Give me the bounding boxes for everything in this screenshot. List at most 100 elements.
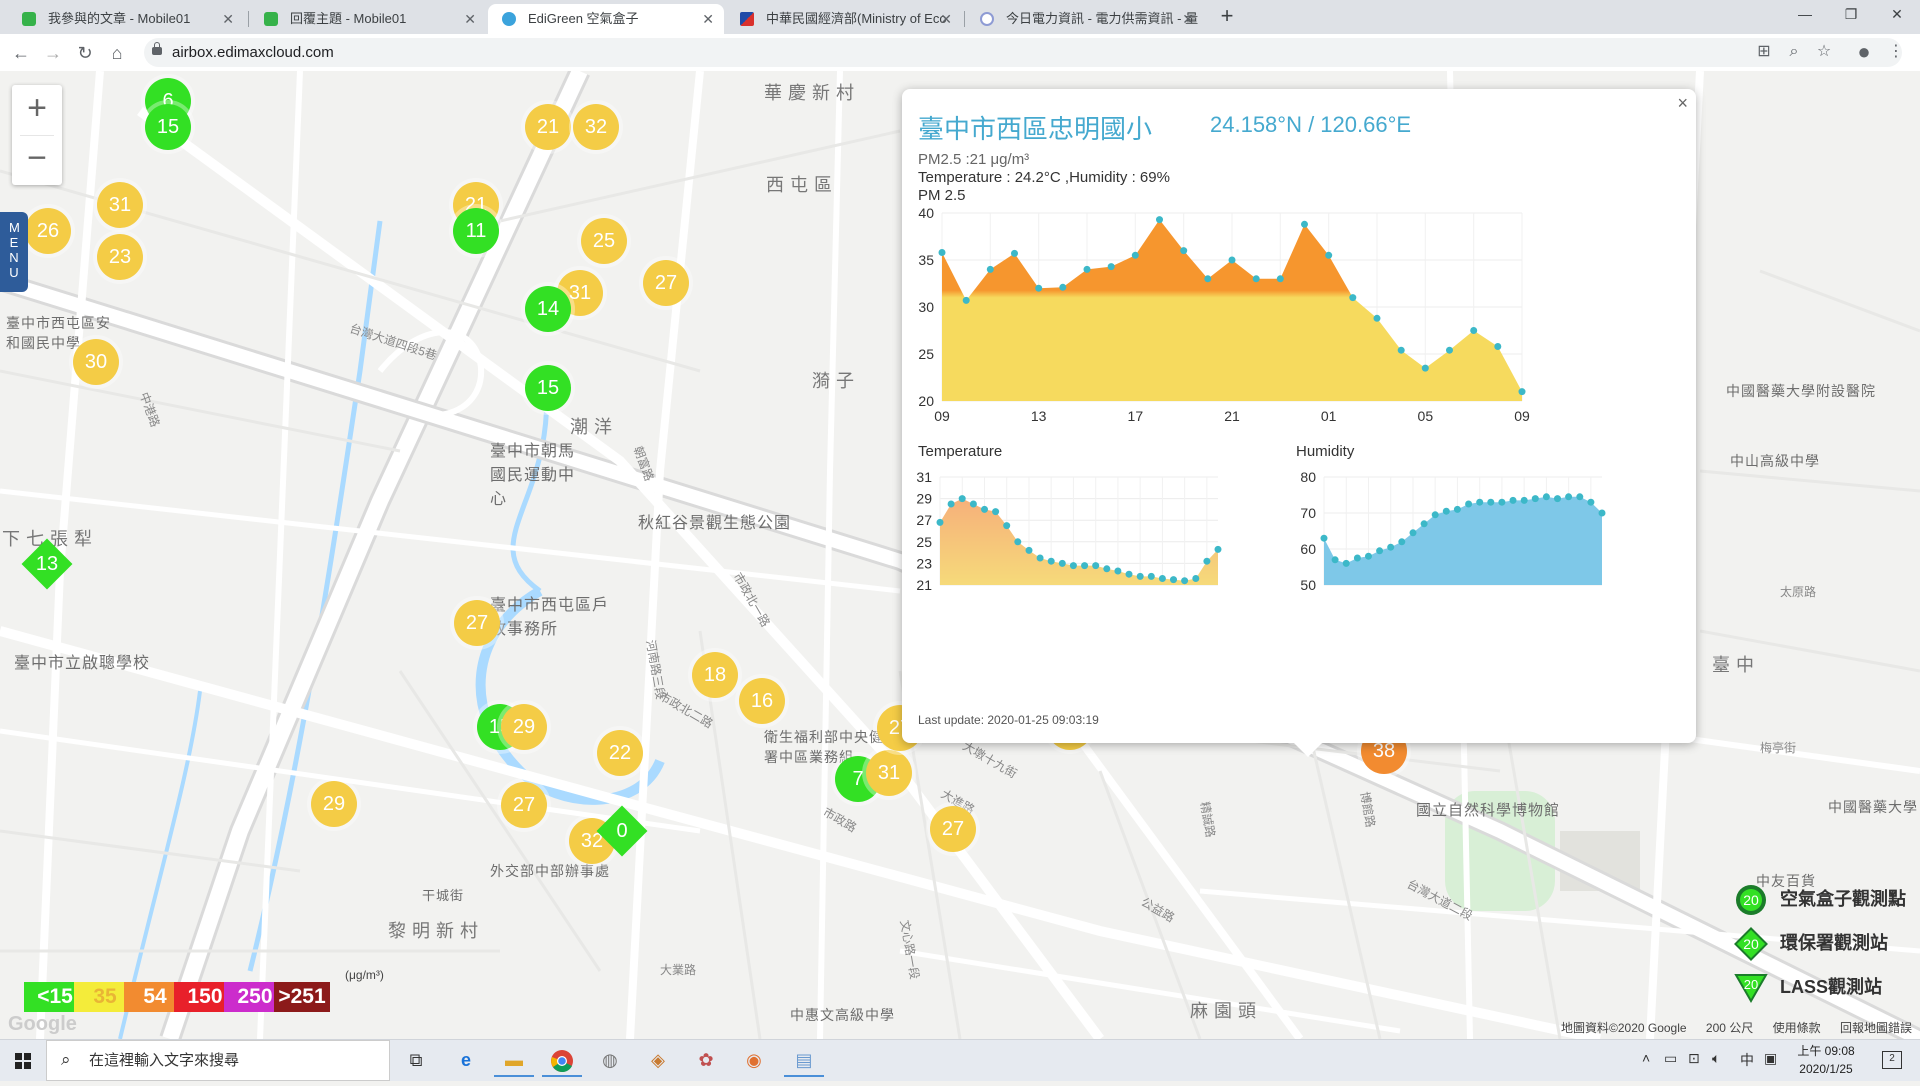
- app-icon[interactable]: ◍: [602, 1050, 618, 1070]
- bookmark-star-icon[interactable]: ☆: [1816, 43, 1832, 60]
- close-tab-icon[interactable]: ✕: [702, 11, 714, 27]
- app-icon[interactable]: ◈: [651, 1050, 665, 1070]
- keyboard-icon[interactable]: ▣: [1764, 1050, 1778, 1066]
- airbox-marker[interactable]: 14: [525, 286, 571, 332]
- home-button[interactable]: ⌂: [111, 43, 123, 63]
- airbox-marker[interactable]: 22: [597, 730, 643, 776]
- zoom-in-button[interactable]: +: [27, 89, 47, 127]
- place-label: 臺中市朝馬國民運動中心: [490, 443, 576, 508]
- close-tab-icon[interactable]: ✕: [222, 11, 234, 27]
- network-icon[interactable]: ⊡: [1688, 1050, 1700, 1066]
- airbox-marker[interactable]: 27: [454, 600, 500, 646]
- station-coordinates: 24.158°N / 120.66°E: [1210, 112, 1412, 137]
- edge-icon[interactable]: e: [460, 1050, 471, 1070]
- terms-link[interactable]: 使用條款: [1772, 1021, 1821, 1035]
- restore-button[interactable]: ❐: [1844, 6, 1858, 22]
- data-point: [1252, 275, 1260, 283]
- report-error-link[interactable]: 回報地圖錯誤: [1839, 1021, 1912, 1035]
- airbox-marker[interactable]: 27: [930, 806, 976, 852]
- airbox-marker[interactable]: 31: [97, 182, 143, 228]
- data-point: [962, 296, 970, 304]
- close-tab-icon[interactable]: ✕: [1182, 11, 1194, 27]
- task-view-icon[interactable]: ⧉: [409, 1050, 423, 1070]
- station-name: 臺中市西區忠明國小: [918, 114, 1153, 144]
- epa-station-marker[interactable]: 0: [596, 805, 648, 857]
- search-icon: ⌕: [61, 1050, 71, 1069]
- data-point: [1421, 364, 1429, 372]
- data-point: [1092, 562, 1100, 570]
- new-tab-button[interactable]: +: [1220, 3, 1234, 28]
- ime-indicator[interactable]: 中: [1740, 1052, 1754, 1068]
- airbox-marker[interactable]: 27: [643, 260, 689, 306]
- tab-title: 我參與的文章 - Mobile01: [48, 11, 191, 26]
- airbox-marker[interactable]: 30: [73, 339, 119, 385]
- taskbar-search-box[interactable]: ⌕ 在這裡輸入文字來搜尋: [46, 1040, 390, 1081]
- browser-menu-icon[interactable]: ⋮: [1888, 43, 1904, 60]
- app-icon[interactable]: ◉: [746, 1050, 762, 1070]
- close-popup-button[interactable]: ×: [1677, 93, 1688, 113]
- windows-taskbar: ⌕ 在這裡輸入文字來搜尋 ⧉ e ▬ ◍ ◈ ✿ ◉ ▤ ˄ ▭ ⊡ 🔈︎ 中 …: [0, 1039, 1920, 1081]
- data-point: [1204, 275, 1212, 283]
- airbox-marker[interactable]: 21: [525, 104, 571, 150]
- back-button[interactable]: ←: [12, 43, 30, 63]
- zoom-icon[interactable]: ⌕: [1789, 43, 1799, 60]
- zoom-out-button[interactable]: −: [27, 139, 47, 177]
- volume-icon[interactable]: 🔈︎: [1712, 1050, 1721, 1066]
- airbox-marker[interactable]: 27: [501, 782, 547, 828]
- battery-icon[interactable]: ▭: [1664, 1050, 1678, 1066]
- airbox-marker[interactable]: 15: [145, 104, 191, 150]
- map-scale[interactable]: 200 公尺: [1705, 1021, 1754, 1035]
- data-point: [1214, 545, 1222, 553]
- airbox-marker[interactable]: 29: [501, 704, 547, 750]
- data-point: [1446, 346, 1453, 354]
- data-point: [1320, 534, 1328, 542]
- close-tab-icon[interactable]: ✕: [464, 11, 476, 27]
- translate-icon[interactable]: ⊞: [1757, 43, 1771, 60]
- airbox-marker[interactable]: 11: [453, 208, 499, 254]
- start-button[interactable]: [0, 1040, 46, 1081]
- airbox-marker[interactable]: 29: [311, 781, 357, 827]
- place-label: 中惠文高級中學: [790, 1007, 895, 1023]
- data-point: [1397, 346, 1405, 354]
- airbox-marker[interactable]: 16: [739, 678, 785, 724]
- airbox-marker[interactable]: 15: [525, 365, 571, 411]
- notification-center-icon[interactable]: 2: [1882, 1048, 1902, 1069]
- forward-button[interactable]: →: [44, 43, 62, 63]
- data-point: [1442, 507, 1450, 515]
- minimize-button[interactable]: —: [1798, 6, 1812, 22]
- epa-station-marker[interactable]: 13: [21, 538, 73, 590]
- url-text[interactable]: airbox.edimaxcloud.com: [172, 44, 334, 61]
- reload-button[interactable]: ↻: [77, 43, 93, 63]
- airbox-marker[interactable]: 23: [97, 234, 143, 280]
- close-window-button[interactable]: ✕: [1891, 6, 1903, 22]
- taskbar-clock[interactable]: 上午 09:08 2020/1/25: [1788, 1042, 1864, 1078]
- browser-tab-active[interactable]: EdiGreen 空氣盒子 ✕: [488, 4, 724, 34]
- airbox-marker[interactable]: 18: [692, 652, 738, 698]
- tab-title: 回覆主題 - Mobile01: [290, 11, 407, 26]
- file-explorer-icon[interactable]: ▬: [494, 1044, 534, 1077]
- app-icon[interactable]: ▤: [784, 1044, 824, 1077]
- data-point: [1365, 552, 1372, 560]
- close-tab-icon[interactable]: ✕: [940, 11, 952, 27]
- show-hidden-icons-icon[interactable]: ˄: [1642, 1050, 1651, 1066]
- data-point: [986, 265, 994, 273]
- airbox-marker[interactable]: 32: [573, 104, 619, 150]
- search-placeholder: 在這裡輸入文字來搜尋: [89, 1052, 240, 1069]
- data-point: [1476, 498, 1484, 506]
- browser-tab[interactable]: 中華民國經濟部(Ministry of Eco ✕: [726, 4, 962, 34]
- legend-unit: (μg/m³): [345, 968, 384, 982]
- map-canvas[interactable]: 華慶新村 西屯區 潮洋 臺中市朝馬國民運動中心 秋紅谷景觀生態公園 臺中市西屯區…: [0, 71, 1920, 1039]
- menu-toggle-button[interactable]: MENU: [0, 212, 28, 292]
- airbox-marker[interactable]: 31: [866, 750, 912, 796]
- airbox-marker[interactable]: 26: [25, 208, 71, 254]
- chrome-icon[interactable]: [542, 1044, 582, 1077]
- data-point: [1470, 327, 1478, 334]
- place-label: 漪子: [812, 371, 860, 391]
- app-icon[interactable]: ✿: [698, 1050, 714, 1070]
- browser-tab[interactable]: 我參與的文章 - Mobile01 ✕: [8, 4, 244, 34]
- browser-tab[interactable]: 回覆主題 - Mobile01 ✕: [250, 4, 486, 34]
- address-bar[interactable]: airbox.edimaxcloud.com ⊞ ⌕ ☆: [144, 38, 1902, 67]
- profile-avatar-icon[interactable]: ●: [1857, 39, 1871, 64]
- airbox-marker[interactable]: 25: [581, 218, 627, 264]
- browser-tab[interactable]: 今日電力資訊 - 電力供需資訊 - 量 ✕: [966, 4, 1204, 34]
